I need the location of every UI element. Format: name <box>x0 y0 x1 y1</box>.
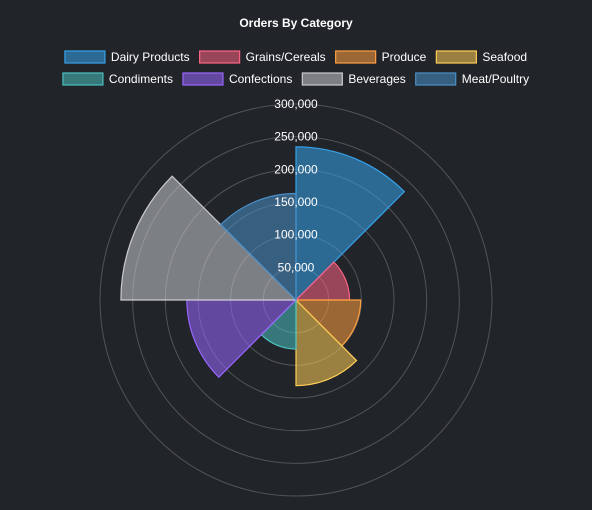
tick-label-5: 250,000 <box>274 130 318 144</box>
grid-ring-6 <box>99 103 493 497</box>
legend-swatch <box>64 50 106 64</box>
legend-swatch <box>301 72 343 86</box>
legend-label: Grains/Cereals <box>246 50 326 64</box>
tick-label-3: 150,000 <box>274 195 318 209</box>
segment-beverages[interactable] <box>120 175 298 301</box>
tick-label-2: 100,000 <box>274 228 318 242</box>
segment-confections[interactable] <box>186 299 298 378</box>
legend-swatch <box>335 50 377 64</box>
chart-legend: Dairy Products Grains/Cereals Produce Seafo… <box>62 50 529 86</box>
legend-item-beverages[interactable]: Beverages <box>301 72 406 86</box>
chart-segments <box>120 146 406 387</box>
legend-label: Produce <box>382 50 427 64</box>
segment-seafood[interactable] <box>295 298 358 387</box>
legend-swatch <box>435 50 477 64</box>
legend-label: Beverages <box>348 72 405 86</box>
legend-label: Condiments <box>109 72 173 86</box>
legend-item-seafood[interactable]: Seafood <box>435 50 527 64</box>
legend-item-meat-poultry[interactable]: Meat/Poultry <box>415 72 529 86</box>
legend-item-produce[interactable]: Produce <box>335 50 427 64</box>
legend-label: Confections <box>229 72 292 86</box>
legend-item-grains-cereals[interactable]: Grains/Cereals <box>199 50 326 64</box>
legend-swatch <box>62 72 104 86</box>
legend-label: Meat/Poultry <box>462 72 529 86</box>
chart-title: Orders By Category <box>239 16 353 30</box>
legend-swatch <box>199 50 241 64</box>
tick-label-6: 300,000 <box>274 97 318 111</box>
legend-item-condiments[interactable]: Condiments <box>62 72 173 86</box>
legend-item-confections[interactable]: Confections <box>182 72 292 86</box>
tick-label-1: 50,000 <box>278 260 315 274</box>
legend-swatch <box>415 72 457 86</box>
legend-item-dairy-products[interactable]: Dairy Products <box>64 50 190 64</box>
legend-label: Dairy Products <box>111 50 190 64</box>
legend-swatch <box>182 72 224 86</box>
radial-tick-labels: 50,000 100,000 150,000 200,000 250,000 300,00… <box>274 97 318 274</box>
legend-label: Seafood <box>482 50 527 64</box>
segment-dairy-products[interactable] <box>295 146 406 302</box>
segment-meat-poultry[interactable] <box>219 192 297 302</box>
tick-label-4: 200,000 <box>274 162 318 176</box>
